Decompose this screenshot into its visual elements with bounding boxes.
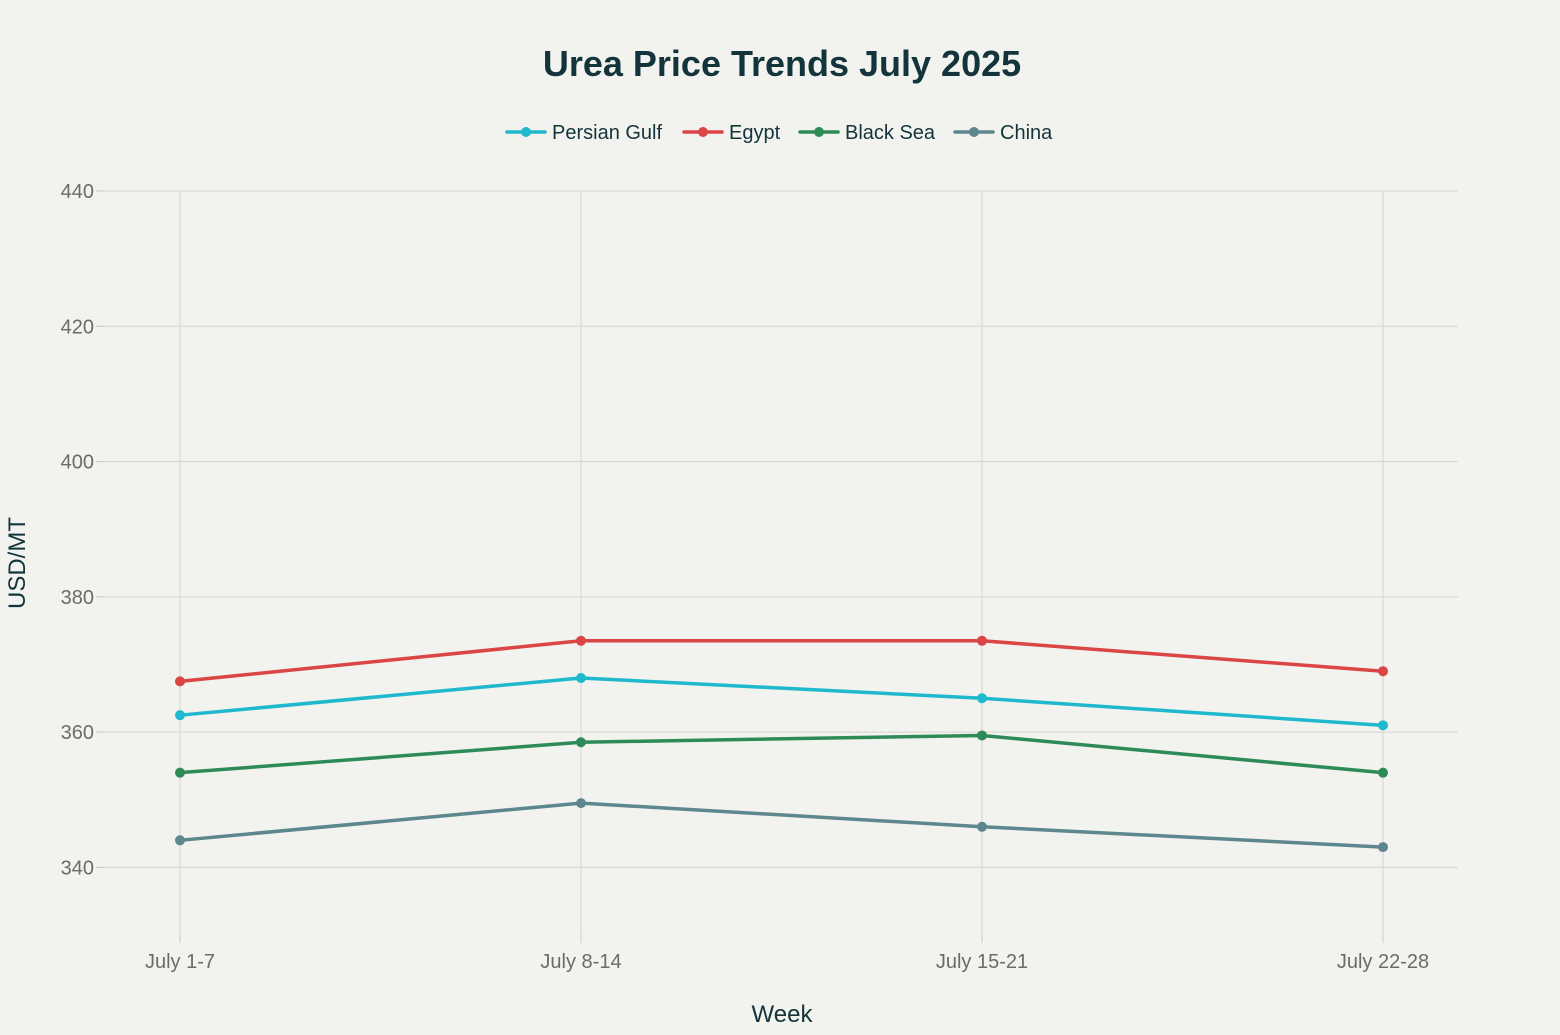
y-tick-label: 380 — [61, 587, 94, 609]
legend-item: Egypt — [682, 122, 781, 144]
y-tick-label: 420 — [61, 316, 94, 338]
y-tick-label: 440 — [61, 181, 94, 203]
series-egypt — [175, 635, 1388, 687]
data-point — [576, 737, 586, 748]
data-point — [576, 672, 586, 683]
series-line — [178, 676, 1385, 728]
x-tick-label: July 22-28 — [1337, 951, 1429, 973]
series-persian-gulf — [175, 672, 1388, 731]
y-axis: 340 360 380 400 420 440 — [61, 181, 104, 879]
legend-swatch-marker — [814, 127, 824, 137]
data-point — [977, 693, 987, 704]
x-axis: July 1-7 July 8-14 July 15-21 July 22-28 — [145, 935, 1429, 973]
data-point — [175, 835, 185, 846]
data-point — [1378, 666, 1388, 677]
legend-label: Black Sea — [845, 122, 936, 144]
y-axis-title: USD/MT — [4, 517, 31, 609]
data-point — [977, 730, 987, 741]
x-axis-title: Week — [752, 1001, 814, 1028]
series-black-sea — [175, 730, 1388, 778]
series-line — [178, 801, 1385, 849]
data-point — [576, 798, 586, 809]
series-line — [178, 733, 1385, 775]
x-tick-label: July 8-14 — [540, 951, 621, 973]
data-point — [1378, 767, 1388, 778]
legend: Persian Gulf Egypt Black Sea China — [505, 122, 1053, 144]
legend-item: China — [953, 122, 1053, 144]
series-china — [175, 798, 1388, 853]
legend-swatch-marker — [969, 127, 979, 137]
legend-item: Persian Gulf — [505, 122, 662, 144]
y-tick-label: 360 — [61, 722, 94, 744]
legend-item: Black Sea — [798, 122, 936, 144]
data-point — [576, 635, 586, 646]
data-point — [977, 821, 987, 832]
legend-swatch-marker — [698, 127, 708, 137]
data-point — [175, 676, 185, 687]
legend-label: Egypt — [729, 122, 781, 144]
data-point — [1378, 842, 1388, 853]
chart-title: Urea Price Trends July 2025 — [543, 43, 1021, 84]
legend-swatch-marker — [521, 127, 531, 137]
grid — [100, 190, 1458, 935]
x-tick-label: July 15-21 — [936, 951, 1028, 973]
series-group — [175, 635, 1388, 853]
y-tick-label: 400 — [61, 452, 94, 474]
data-point — [1378, 720, 1388, 731]
legend-label: China — [1000, 122, 1053, 144]
data-point — [175, 767, 185, 778]
data-point — [175, 710, 185, 721]
data-point — [977, 635, 987, 646]
legend-label: Persian Gulf — [552, 122, 662, 144]
x-tick-label: July 1-7 — [145, 951, 215, 973]
y-tick-label: 340 — [61, 857, 94, 879]
series-line — [178, 639, 1385, 684]
